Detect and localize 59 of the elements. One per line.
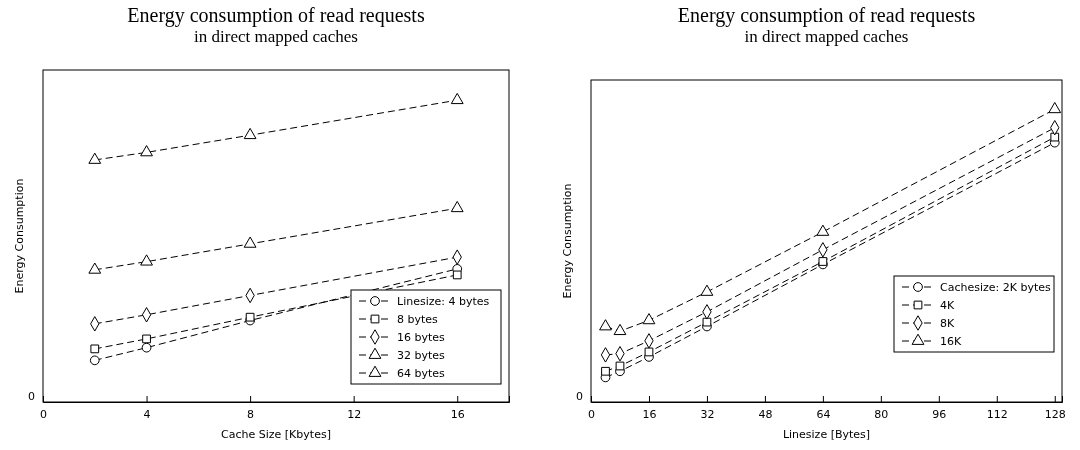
legend-label: 64 bytes (397, 367, 446, 380)
point (141, 342, 152, 353)
legend-label: 16 bytes (397, 331, 446, 344)
x-tick-label: 8 (247, 408, 255, 422)
text: 0 (576, 390, 583, 403)
x-tick-label: 0 (588, 408, 595, 422)
y-axis-title: Energy Consumption (561, 183, 574, 299)
x-tick-label: 48 (758, 408, 773, 422)
point (90, 344, 100, 354)
x-axis-title: Cache Size [Kbytes] (221, 428, 331, 441)
chart-title: Energy consumption of read requests (677, 4, 976, 27)
point (644, 347, 654, 357)
legend-label: Cachesize: 2K bytes (940, 281, 1052, 294)
point (89, 355, 100, 366)
point (243, 236, 257, 248)
point (142, 334, 151, 344)
legend-label: 8 bytes (397, 313, 439, 326)
x-tick-label: 16 (642, 408, 657, 422)
point (615, 361, 625, 371)
x-tick-label: 16 (450, 408, 465, 422)
point (245, 312, 255, 322)
point (88, 152, 102, 164)
point (450, 200, 464, 213)
point (243, 127, 257, 140)
x-tick-label: 4 (143, 408, 151, 422)
point (88, 262, 102, 274)
y-axis-title: Energy Consumption (13, 178, 26, 294)
point (702, 317, 712, 327)
x-tick-label: 12 (347, 408, 362, 422)
x-tick-label: 0 (40, 408, 47, 422)
point (140, 254, 153, 266)
chart-title: Energy consumption of read requests (127, 4, 425, 27)
point (642, 313, 656, 325)
chart-subtitle: in direct mapped caches (744, 27, 909, 46)
legend-label: 4K (940, 299, 955, 312)
legend-label: 16K (940, 335, 962, 348)
x-tick-label: 64 (816, 408, 831, 422)
legend-label: 32 bytes (397, 349, 446, 362)
x-tick-label: 32 (700, 408, 715, 422)
x-tick-label: 128 (1044, 408, 1066, 422)
point (816, 224, 830, 236)
point (452, 270, 462, 280)
point (140, 145, 153, 157)
point (1050, 132, 1060, 142)
text: 0 (28, 390, 35, 403)
x-tick-label: 112 (986, 408, 1008, 422)
x-axis-title: Linesize [Bytes] (782, 428, 871, 441)
point (818, 257, 828, 266)
chart-subtitle: in direct mapped caches (194, 27, 358, 46)
point (599, 319, 612, 331)
point (1048, 101, 1062, 114)
x-tick-label: 96 (932, 408, 947, 422)
point (613, 323, 627, 336)
point (450, 92, 464, 105)
x-tick-label: 80 (874, 408, 889, 422)
legend-label: Linesize: 4 bytes (397, 295, 490, 308)
legend-label: 8K (940, 317, 955, 330)
point (700, 284, 714, 296)
point (601, 366, 610, 376)
